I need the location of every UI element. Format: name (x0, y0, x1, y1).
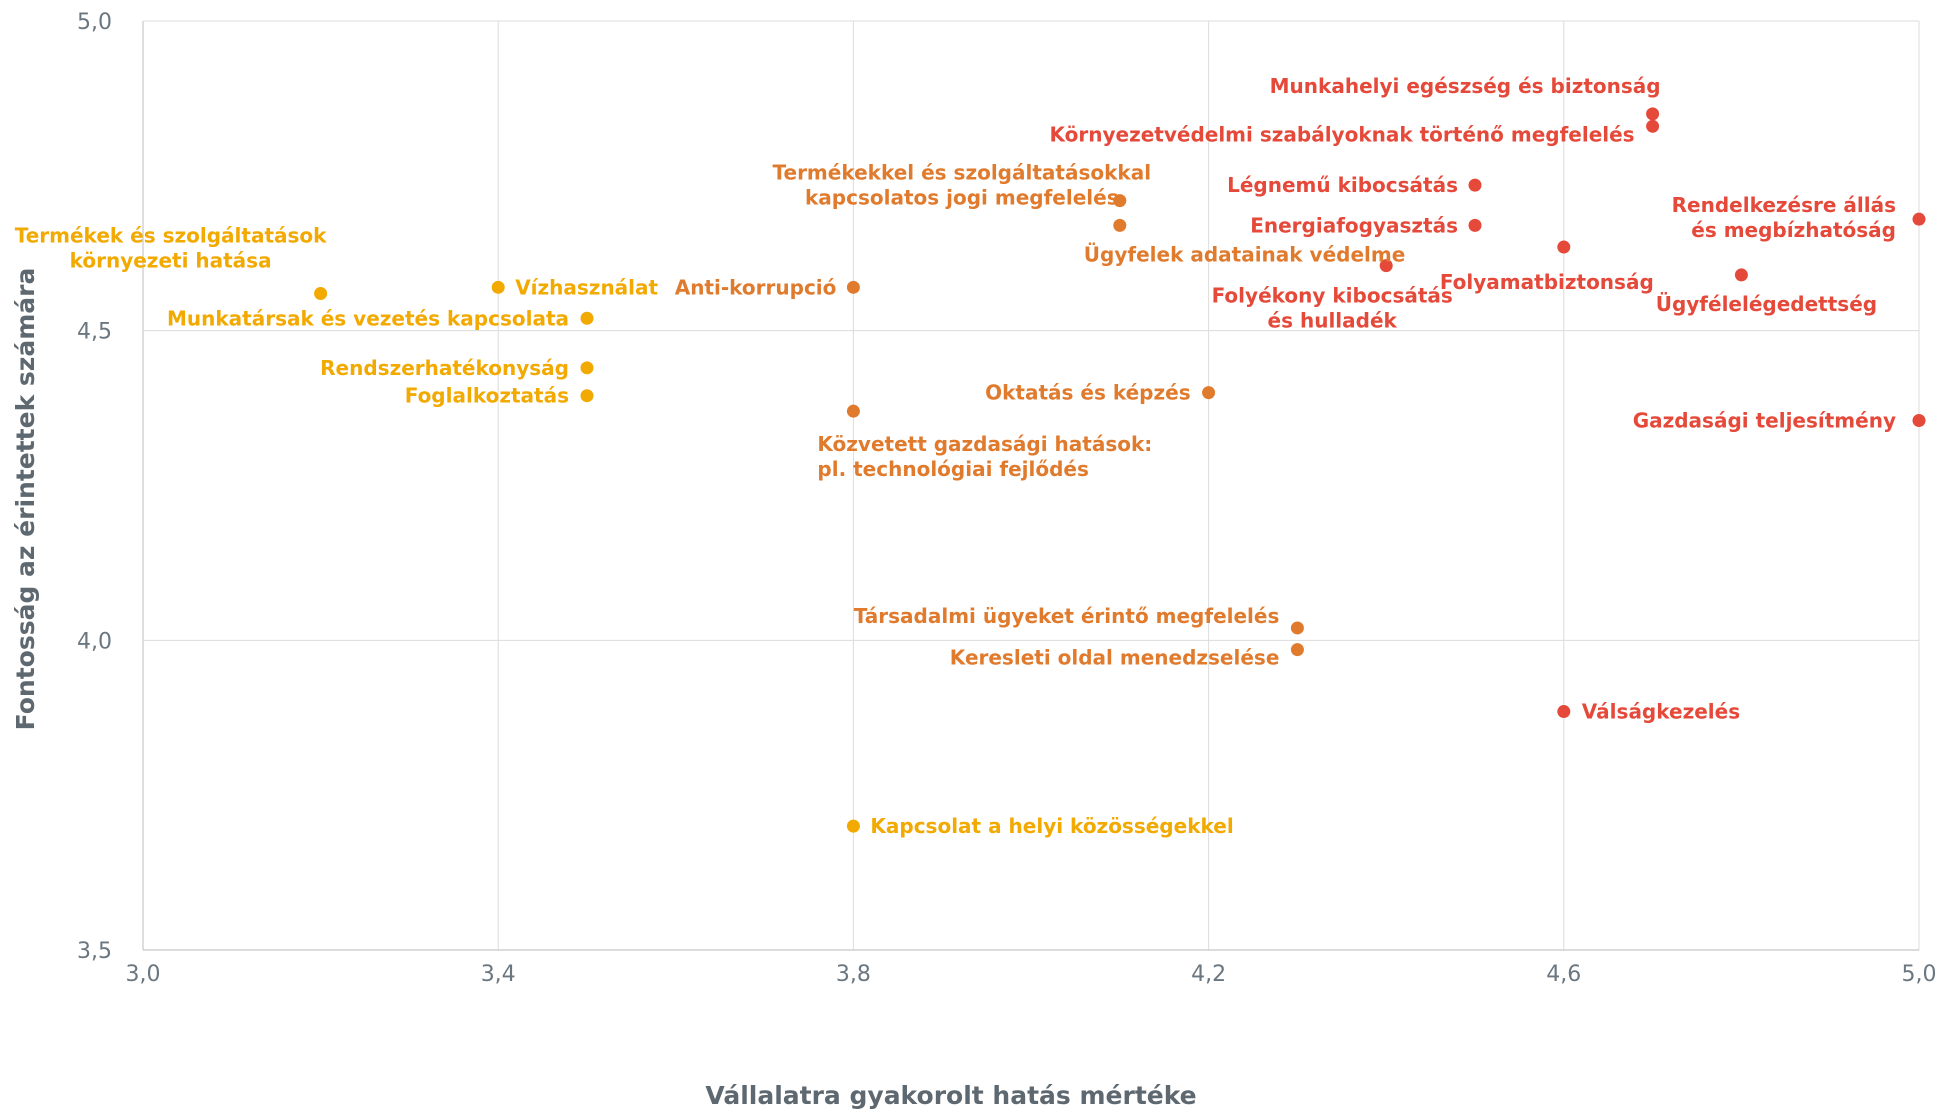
x-tick-label: 3,0 (126, 962, 161, 987)
point-label: Rendszerhatékonyság (320, 356, 569, 380)
data-point[interactable] (1646, 119, 1660, 133)
point-label: Termékek és szolgáltatások környezeti hat… (15, 224, 327, 273)
point-label: Folyamatbiztonság (1440, 270, 1654, 294)
data-point[interactable] (1468, 218, 1482, 232)
point-label: Gazdasági teljesítmény (1633, 408, 1896, 432)
data-point[interactable] (1113, 194, 1127, 208)
y-tick-label: 3,5 (77, 939, 112, 964)
point-labels: Termékek és szolgáltatások környezeti hat… (15, 74, 1896, 838)
point-label: Közvetett gazdasági hatások: pl. technoló… (817, 432, 1152, 481)
data-point[interactable] (1290, 643, 1304, 657)
point-label: Munkatársak és vezetés kapcsolata (167, 306, 569, 330)
data-point[interactable] (1912, 413, 1926, 427)
x-tick-label: 4,6 (1546, 962, 1581, 987)
point-label: Rendelkezésre állás és megbízhatóság (1672, 193, 1896, 242)
data-point[interactable] (1912, 212, 1926, 226)
point-label: Energiafogyasztás (1250, 213, 1458, 237)
y-axis-title: Fontosság az érintettek számára (11, 268, 40, 731)
data-point[interactable] (1557, 240, 1571, 254)
data-point[interactable] (1379, 259, 1393, 273)
data-point[interactable] (580, 361, 594, 375)
point-label: Vízhasználat (515, 275, 658, 299)
y-tick-label: 4,5 (77, 320, 112, 345)
point-label: Oktatás és képzés (985, 381, 1190, 405)
point-label: Foglalkoztatás (405, 384, 569, 408)
data-point[interactable] (314, 287, 328, 301)
data-point[interactable] (1290, 621, 1304, 635)
x-tick-label: 3,4 (481, 962, 516, 987)
y-tick-label: 5,0 (77, 10, 112, 35)
data-points (314, 107, 1926, 833)
point-label: Válságkezelés (1582, 700, 1740, 724)
point-label: Folyékony kibocsátás és hulladék (1212, 284, 1453, 333)
data-point[interactable] (846, 819, 860, 833)
data-point[interactable] (846, 280, 860, 294)
data-point[interactable] (1468, 178, 1482, 192)
data-point[interactable] (1113, 218, 1127, 232)
point-label: Ügyfelek adatainak védelme (1084, 242, 1406, 266)
data-point[interactable] (846, 404, 860, 418)
y-tick-label: 4,0 (77, 629, 112, 654)
x-tick-label: 3,8 (836, 962, 871, 987)
point-label: Légnemű kibocsátás (1227, 173, 1458, 197)
grid-lines (142, 20, 1920, 951)
data-point[interactable] (1202, 386, 1216, 400)
x-tick-label: 4,2 (1191, 962, 1226, 987)
point-label: Társadalmi ügyeket érintő megfelelés (854, 604, 1280, 628)
data-point[interactable] (1646, 107, 1660, 121)
point-label: Ügyfélelégedettség (1656, 292, 1877, 316)
data-point[interactable] (1557, 705, 1571, 719)
point-label: Környezetvédelmi szabályoknak történő me… (1049, 122, 1634, 146)
data-point[interactable] (491, 280, 505, 294)
point-label: Munkahelyi egészség és biztonság (1270, 74, 1661, 98)
x-axis-title: Vállalatra gyakorolt hatás mértéke (705, 1081, 1196, 1110)
data-point[interactable] (580, 311, 594, 325)
point-label: Keresleti oldal menedzselése (950, 646, 1280, 670)
point-label: Kapcsolat a helyi közösségekkel (870, 814, 1233, 838)
data-point[interactable] (1734, 268, 1748, 282)
data-point[interactable] (580, 389, 594, 403)
x-tick-label: 5,0 (1902, 962, 1937, 987)
point-label: Termékekkel és szolgáltatásokkal kapcsola… (773, 161, 1152, 210)
tick-labels: 3,0 3,4 3,8 4,2 4,6 5,0 3,5 4,0 4,5 5,0 (77, 10, 1937, 987)
point-label: Anti-korrupció (675, 275, 837, 299)
